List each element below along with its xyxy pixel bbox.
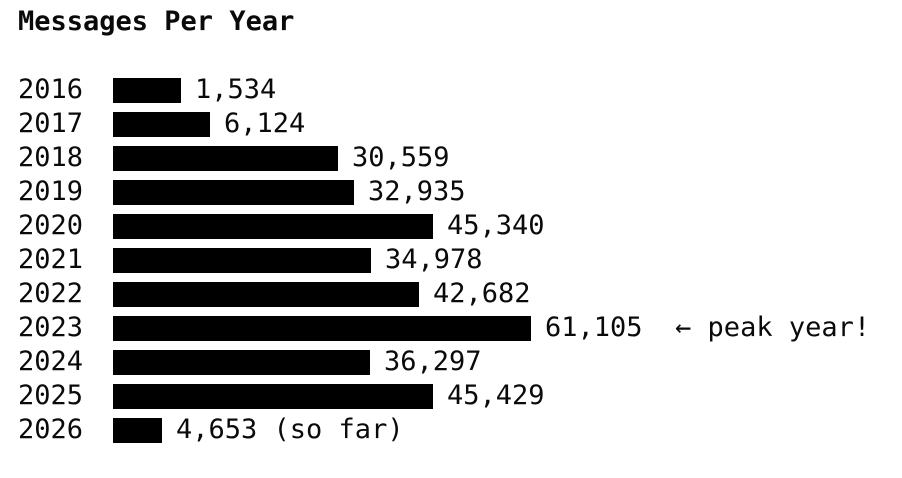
- year-label: 2019: [18, 176, 84, 207]
- value-label: 4,653 (so far): [176, 414, 404, 445]
- value-label: 1,534: [195, 74, 277, 105]
- year-label: 2023: [18, 312, 84, 343]
- year-label: 2021: [18, 244, 84, 275]
- year-label: 2024: [18, 346, 84, 377]
- bar: [113, 77, 181, 103]
- year-label: 2020: [18, 210, 84, 241]
- year-label: 2018: [18, 142, 84, 173]
- value-label: 45,429: [447, 380, 545, 411]
- bar: [113, 145, 338, 171]
- chart-title: Messages Per Year: [18, 6, 295, 37]
- bar: [113, 247, 371, 273]
- bar-row: 2021 34,978: [18, 243, 902, 277]
- year-label: 2016: [18, 74, 84, 105]
- value-label: 61,105 ← peak year!: [545, 312, 871, 343]
- bar: [113, 349, 370, 375]
- bar-row: 2026 4,653 (so far): [18, 413, 902, 447]
- bar-row: 2018 30,559: [18, 141, 902, 175]
- bar: [113, 383, 433, 409]
- year-label: 2017: [18, 108, 84, 139]
- bar: [113, 111, 210, 137]
- bar: [113, 315, 531, 341]
- value-label: 32,935: [368, 176, 466, 207]
- year-label: 2022: [18, 278, 84, 309]
- bar-row: 2023 61,105 ← peak year!: [18, 311, 902, 345]
- bar-row: 2017 6,124: [18, 107, 902, 141]
- bar: [113, 213, 433, 239]
- year-label: 2026: [18, 414, 84, 445]
- value-label: 36,297: [384, 346, 482, 377]
- bar-row: 2020 45,340: [18, 209, 902, 243]
- bar-row: 2016 1,534: [18, 73, 902, 107]
- value-label: 42,682: [433, 278, 531, 309]
- bar: [113, 281, 419, 307]
- bar-row: 2019 32,935: [18, 175, 902, 209]
- bar-rows: 2016 1,534 2017 6,124 2018 30,559 2019 3…: [18, 73, 902, 447]
- bar-row: 2022 42,682: [18, 277, 902, 311]
- bar: [113, 417, 162, 443]
- year-label: 2025: [18, 380, 84, 411]
- bar-row: 2024 36,297: [18, 345, 902, 379]
- value-label: 6,124: [224, 108, 306, 139]
- value-label: 34,978: [385, 244, 483, 275]
- bar-row: 2025 45,429: [18, 379, 902, 413]
- bar: [113, 179, 354, 205]
- value-label: 45,340: [447, 210, 545, 241]
- value-label: 30,559: [352, 142, 450, 173]
